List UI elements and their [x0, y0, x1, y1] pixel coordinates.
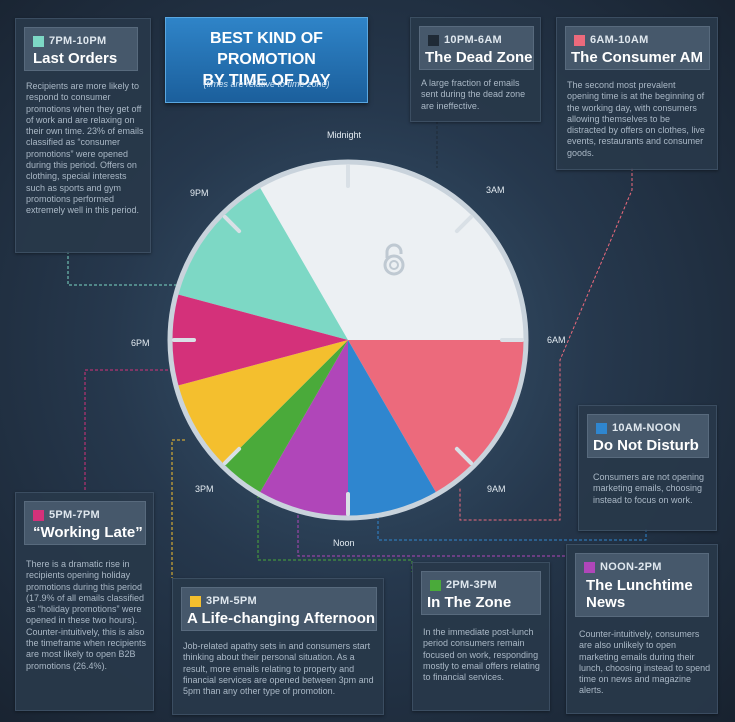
card-header: 2PM-3PM In The Zone — [421, 571, 541, 615]
swatch-dead-zone — [428, 35, 439, 46]
connector-lunchtime-news — [297, 505, 566, 557]
segment-name: A Life-changing Afternoon — [187, 610, 376, 627]
time-label: 2PM-3PM — [446, 579, 497, 591]
segment-name: Last Orders — [33, 50, 118, 67]
clock-tick-3 — [454, 214, 474, 234]
time-label: NOON-2PM — [600, 561, 662, 573]
slice-in-the-zone — [223, 340, 348, 493]
clock-label-9pm: 9PM — [190, 188, 209, 198]
swatch-afternoon — [190, 596, 201, 607]
connector-consumer-am — [459, 168, 633, 521]
connector-afternoon — [171, 439, 185, 578]
segment-description: Consumers are not opening marketing emai… — [593, 472, 705, 505]
card-consumer-am: 6AM-10AM The Consumer AM The second most… — [556, 17, 718, 170]
clock-label-3am: 3AM — [486, 185, 505, 195]
segment-description: Recipients are more likely to respond to… — [26, 81, 144, 216]
segment-name: In The Zone — [427, 594, 512, 611]
time-label: 10PM-6AM — [444, 34, 503, 46]
connector-working-late — [84, 369, 173, 492]
clock-label-9am: 9AM — [487, 484, 506, 494]
swatch-lunchtime-news — [584, 562, 595, 573]
segment-description: There is a dramatic rise in recipients o… — [26, 559, 147, 671]
card-header: 10PM-6AM The Dead Zone — [419, 26, 534, 70]
time-label: 10AM-NOON — [612, 422, 681, 434]
clock-label-3pm: 3PM — [195, 484, 214, 494]
card-header: NOON-2PM The Lunchtime News — [575, 553, 709, 617]
swatch-working-late — [33, 510, 44, 521]
segment-name: “Working Late” — [33, 524, 143, 541]
segment-name: The Dead Zone — [425, 49, 533, 66]
time-label: 6AM-10AM — [590, 34, 649, 46]
card-header: 6AM-10AM The Consumer AM — [565, 26, 710, 70]
segment-description: In the immediate post-lunch period consu… — [423, 627, 540, 683]
swatch-do-not-disturb — [596, 423, 607, 434]
card-dead-zone: 10PM-6AM The Dead Zone A large fraction … — [410, 17, 541, 122]
title-line-2: BY TIME OF DAY — [202, 72, 331, 89]
clock-tick-9 — [454, 446, 474, 466]
time-label: 5PM-7PM — [49, 509, 100, 521]
connector-do-not-disturb — [377, 500, 647, 541]
clock-label-midnight: Midnight — [327, 130, 362, 140]
swatch-last-orders — [33, 36, 44, 47]
card-header: 3PM-5PM A Life-changing Afternoon — [181, 587, 377, 631]
segment-description: Job-related apathy sets in and consumers… — [183, 641, 374, 697]
clock-label-6pm: 6PM — [131, 338, 150, 348]
slice-afternoon — [177, 340, 348, 465]
card-in-the-zone: 2PM-3PM In The Zone In the immediate pos… — [412, 562, 550, 711]
title-line-1: BEST KIND OF PROMOTION — [210, 30, 323, 68]
lock-open-icon — [383, 243, 405, 276]
title-box: BEST KIND OF PROMOTION BY TIME OF DAY (t… — [165, 17, 368, 103]
clock-tick-15 — [222, 446, 242, 466]
card-header: 10AM-NOON Do Not Disturb — [587, 414, 709, 458]
subtitle: (times are relative to time zone) — [203, 79, 330, 89]
segment-description: A large fraction of emails sent during t… — [421, 78, 526, 111]
card-header: 7PM-10PM Last Orders — [24, 27, 138, 71]
swatch-in-the-zone — [430, 580, 441, 591]
swatch-consumer-am — [574, 35, 585, 46]
card-lunchtime-news: NOON-2PM The Lunchtime News Counter-intu… — [566, 544, 718, 714]
page-title: BEST KIND OF PROMOTION BY TIME OF DAY — [166, 28, 367, 91]
card-last-orders: 7PM-10PM Last Orders Recipients are more… — [15, 18, 151, 253]
slice-lunchtime-news — [260, 340, 348, 516]
segment-name: The Lunchtime News — [586, 577, 693, 611]
segment-description: The second most prevalent opening time i… — [567, 80, 705, 158]
segment-description: Counter-intuitively, consumers are also … — [579, 629, 711, 696]
card-working-late: 5PM-7PM “Working Late” There is a dramat… — [15, 492, 154, 711]
clock-tick-21 — [222, 214, 242, 234]
slice-consumer-am — [348, 340, 524, 493]
time-label: 7PM-10PM — [49, 35, 107, 47]
segment-name: Do Not Disturb — [593, 437, 699, 454]
card-do-not-disturb: 10AM-NOON Do Not Disturb Consumers are n… — [578, 405, 717, 531]
clock-label-6am: 6AM — [547, 335, 566, 345]
time-label: 3PM-5PM — [206, 595, 257, 607]
segment-name: The Consumer AM — [571, 49, 703, 66]
card-header: 5PM-7PM “Working Late” — [24, 501, 146, 545]
clock-rim — [167, 159, 529, 521]
card-afternoon: 3PM-5PM A Life-changing Afternoon Job-re… — [172, 578, 384, 715]
clock-label-noon: Noon — [333, 538, 355, 548]
slice-working-late — [172, 294, 348, 386]
slice-do-not-disturb — [348, 340, 436, 516]
slice-last-orders — [177, 187, 348, 340]
